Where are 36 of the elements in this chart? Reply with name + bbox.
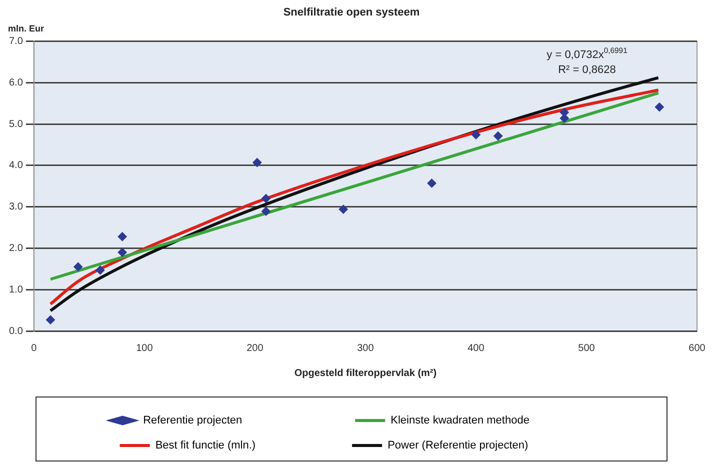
point [118, 232, 127, 242]
point [471, 130, 480, 140]
x-tick-label: 300 [357, 342, 374, 354]
point [494, 132, 503, 141]
y-tick-label: 5.0 [8, 118, 24, 130]
y-tick-label: 6.0 [8, 77, 24, 88]
x-tick-label: 500 [578, 342, 596, 354]
y-tick-label: 1.0 [8, 284, 24, 296]
x-tick-label: 400 [468, 342, 485, 354]
y-tick-label: 3.0 [8, 202, 24, 213]
chart-title: Snelfiltratie open systeem [283, 6, 420, 19]
legend-label: Referentie projecten [143, 414, 342, 427]
x-tick-label: 200 [246, 342, 264, 354]
x-tick-label: 0 [31, 342, 38, 354]
point [252, 158, 262, 167]
point [118, 248, 127, 257]
point [46, 315, 55, 324]
legend-label: Power (Referentie projecten) [388, 440, 584, 452]
annotation: R² = 0,8628 [558, 64, 616, 76]
point [338, 204, 348, 214]
y-tick-label: 2.0 [8, 242, 24, 254]
x-tick-label: 600 [688, 342, 706, 354]
point [261, 194, 270, 204]
x-axis-title: Opgesteld filteroppervlak (m²) [294, 368, 437, 379]
point [96, 266, 105, 275]
point [74, 262, 83, 272]
x-tick-label: 100 [136, 342, 154, 354]
point [261, 206, 270, 216]
point [654, 102, 664, 112]
legend-label: Best fit functie (mln.) [155, 440, 338, 452]
y-tick-label: 4.0 [8, 160, 24, 172]
point [427, 178, 436, 188]
y-tick-label: 7.0 [8, 36, 24, 47]
y-tick-label: 0.0 [8, 326, 24, 337]
y-axis-title: mln. Eur [8, 24, 44, 34]
legend-label: Kleinste kwadraten methode [390, 414, 596, 427]
